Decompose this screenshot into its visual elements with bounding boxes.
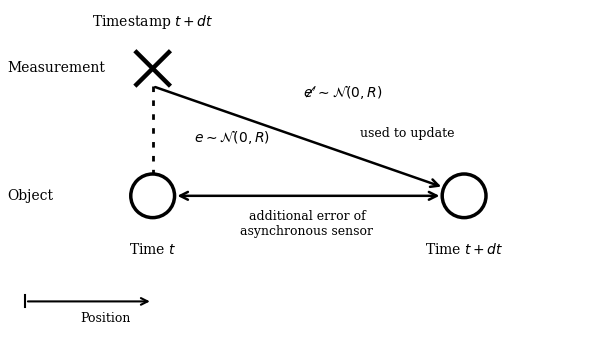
Text: $\mathit{e} \sim \mathcal{N}(0, R)$: $\mathit{e} \sim \mathcal{N}(0, R)$ (194, 128, 270, 146)
Text: additional error of
asynchronous sensor: additional error of asynchronous sensor (240, 210, 374, 238)
Text: Time $\mathbf{\mathit{t}}$: Time $\mathbf{\mathit{t}}$ (129, 242, 176, 257)
Text: used to update: used to update (361, 127, 455, 140)
Text: Object: Object (7, 189, 53, 203)
Text: Time $\mathbf{\mathit{t}} + \mathbf{\mathit{dt}}$: Time $\mathbf{\mathit{t}} + \mathbf{\mat… (425, 242, 504, 257)
Text: Measurement: Measurement (7, 62, 105, 75)
Text: $\mathit{e'} \not\sim \mathcal{N}(0, R)$: $\mathit{e'} \not\sim \mathcal{N}(0, R)$ (303, 83, 383, 101)
Text: Timestamp $t + \mathbf{\mathit{dt}}$: Timestamp $t + \mathbf{\mathit{dt}}$ (92, 13, 213, 30)
Text: Position: Position (80, 312, 131, 325)
